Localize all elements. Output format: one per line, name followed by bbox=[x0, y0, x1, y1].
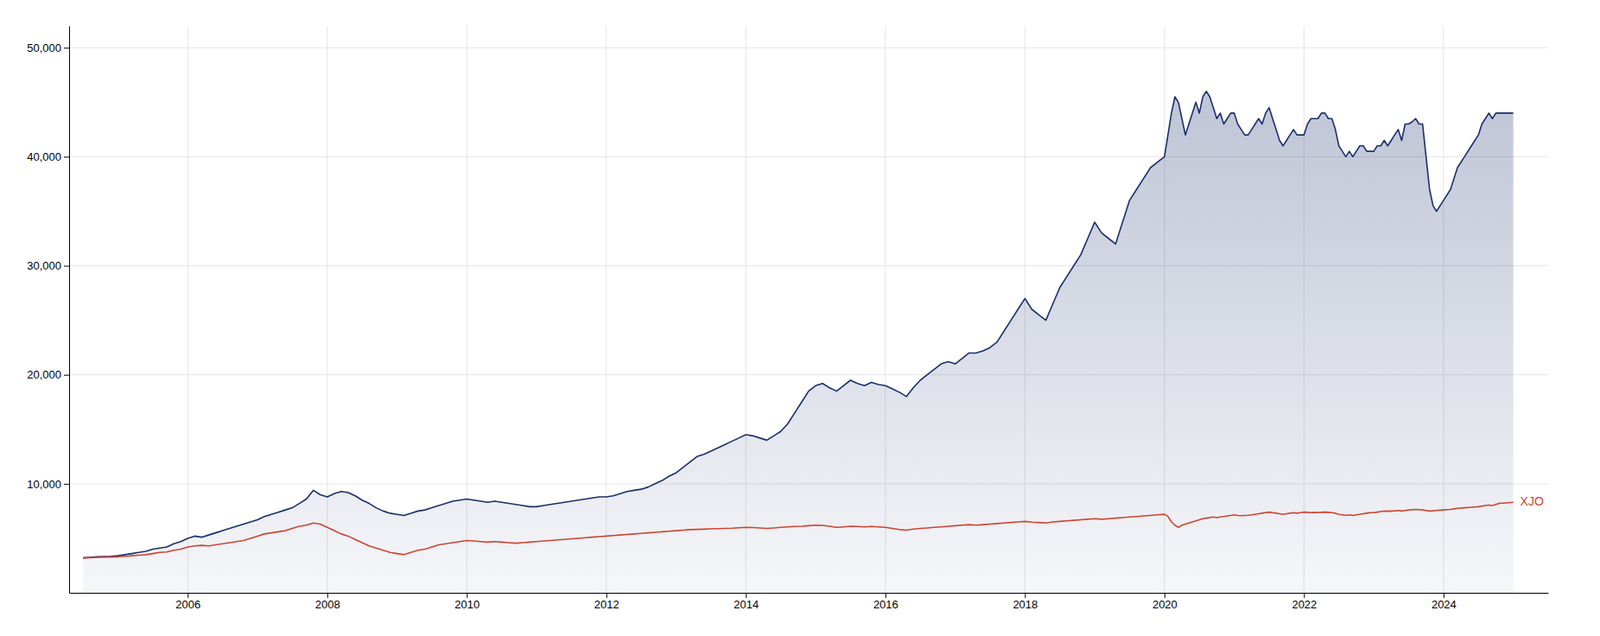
plot: 2006 2008 2010 2012 2014 2016 2018 2020 2022 2024… bbox=[26, 25, 1549, 611]
tick-label: 2024 bbox=[1431, 597, 1457, 611]
grid-line bbox=[69, 47, 1549, 49]
tick-label: 2022 bbox=[1291, 597, 1317, 611]
tick-mark bbox=[327, 592, 329, 598]
tick: 40,000 bbox=[26, 150, 70, 164]
area bbox=[82, 91, 1513, 593]
tick-mark bbox=[63, 374, 70, 376]
chart: 2006 2008 2010 2012 2014 2016 2018 2020 2022 2024… bbox=[0, 0, 1600, 636]
tick-mark bbox=[63, 483, 70, 485]
tick-mark bbox=[63, 266, 70, 267]
tick-mark bbox=[885, 592, 887, 598]
axis-line bbox=[69, 592, 1550, 594]
axis-line bbox=[69, 26, 70, 594]
tick-mark bbox=[1024, 592, 1026, 598]
tick: 2022 bbox=[1291, 592, 1317, 611]
tick: 2008 bbox=[315, 592, 341, 611]
tick: 2012 bbox=[594, 592, 620, 611]
tick-label: 2016 bbox=[873, 597, 899, 611]
tick: 2018 bbox=[1012, 592, 1038, 611]
tick-mark bbox=[63, 156, 70, 158]
tick-label: 2010 bbox=[454, 597, 480, 611]
tick-mark bbox=[466, 592, 468, 598]
tick-label: 2008 bbox=[315, 597, 341, 611]
tick-label: 30,000 bbox=[26, 259, 62, 273]
tick: 2024 bbox=[1431, 592, 1457, 611]
tick-label: 2014 bbox=[733, 597, 759, 611]
tick: 2006 bbox=[175, 592, 201, 611]
tick-mark bbox=[63, 47, 70, 49]
tick-mark bbox=[745, 592, 747, 598]
tick-label: 2020 bbox=[1152, 597, 1178, 611]
marks bbox=[82, 91, 1513, 593]
tick: 50,000 bbox=[26, 41, 70, 55]
tick-mark bbox=[1164, 592, 1166, 598]
tick: 2016 bbox=[873, 592, 899, 611]
tick-label: 40,000 bbox=[26, 150, 62, 164]
tick: 2010 bbox=[454, 592, 480, 611]
tick: 2020 bbox=[1152, 592, 1178, 611]
tick-mark bbox=[1443, 592, 1445, 598]
tick-label: 10,000 bbox=[26, 477, 62, 491]
tick-mark bbox=[606, 592, 608, 598]
line bbox=[82, 501, 1513, 558]
tick-mark bbox=[187, 592, 189, 598]
tick-label: 2006 bbox=[175, 597, 201, 611]
series-label: XJO bbox=[1520, 494, 1544, 508]
grid bbox=[69, 25, 1549, 593]
tick-label: 20,000 bbox=[26, 368, 62, 381]
tick: 30,000 bbox=[26, 259, 70, 273]
tick-label: 50,000 bbox=[26, 41, 62, 55]
tick: 20,000 bbox=[26, 368, 70, 381]
x-axis: 2006 2008 2010 2012 2014 2016 2018 2020 2022 2024 bbox=[69, 592, 1550, 611]
tick-mark bbox=[1303, 592, 1305, 598]
y-axis: 10,000 20,000 30,000 40,000 50,000 bbox=[26, 26, 70, 594]
tick-label: 2018 bbox=[1012, 597, 1038, 611]
labels: XJO bbox=[1520, 494, 1544, 508]
grid-line bbox=[187, 25, 189, 593]
tick: 2014 bbox=[733, 592, 759, 611]
tick: 10,000 bbox=[26, 477, 70, 491]
tick-label: 2012 bbox=[594, 597, 620, 611]
line bbox=[82, 91, 1513, 559]
